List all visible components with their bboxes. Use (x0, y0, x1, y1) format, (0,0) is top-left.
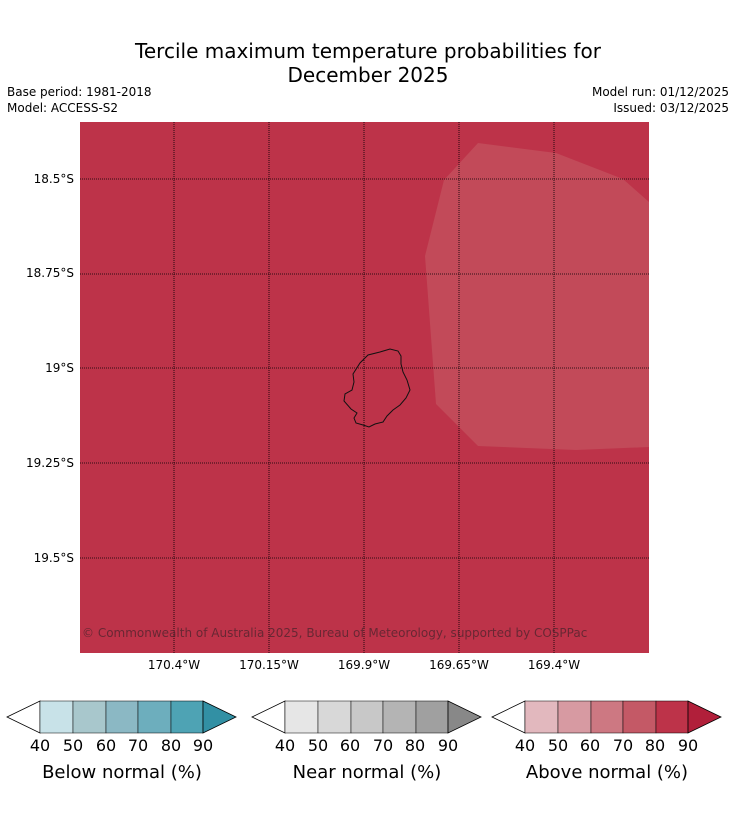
probability-patch (425, 143, 649, 450)
below-tick-90: 90 (192, 736, 214, 755)
near-tick-90: 90 (437, 736, 459, 755)
near-tick-80: 80 (404, 736, 426, 755)
map-title: Tercile maximum temperature probabilitie… (0, 39, 736, 87)
lat-label-4: 19.25°S (26, 456, 74, 470)
below-swatch-1 (39, 700, 74, 734)
near-tick-60: 60 (339, 736, 361, 755)
lat-label-5: 19.5°S (33, 551, 74, 565)
near-swatch-4 (382, 700, 417, 734)
above-swatch-5 (655, 700, 689, 734)
near-tick-50: 50 (307, 736, 329, 755)
map-svg (80, 122, 649, 653)
below-swatch-5 (170, 700, 204, 734)
colorbar-below-normal (6, 700, 238, 736)
lat-label-3: 19°S (45, 361, 74, 375)
near-tick-70: 70 (372, 736, 394, 755)
lat-label-2: 18.75°S (26, 266, 74, 280)
near-swatch-2 (317, 700, 352, 734)
above-swatch-4 (622, 700, 657, 734)
below-swatch-3 (105, 700, 139, 734)
below-tick-40: 40 (29, 736, 51, 755)
below-swatch-2 (72, 700, 107, 734)
island-coastline (343, 348, 411, 428)
near-normal-title: Near normal (%) (292, 762, 442, 783)
colorbar-above-normal (491, 700, 723, 736)
below-tick-80: 80 (160, 736, 182, 755)
map-panel (80, 122, 649, 653)
above-tick-60: 60 (579, 736, 601, 755)
near-tick-40: 40 (274, 736, 296, 755)
model-name: Model: ACCESS-S2 (7, 101, 119, 115)
title-line-1: Tercile maximum temperature probabilitie… (135, 39, 601, 63)
issued-date: Issued: 03/12/2025 (613, 101, 729, 115)
above-swatch-2 (557, 700, 592, 734)
near-swatch-1 (284, 700, 319, 734)
above-tick-90: 90 (677, 736, 699, 755)
near-swatch-5 (415, 700, 449, 734)
lon-label-2: 170.15°W (239, 658, 299, 672)
below-swatch-4 (137, 700, 172, 734)
lat-label-1: 18.5°S (33, 172, 74, 186)
meta-right: Model run: 01/12/2025 Issued: 03/12/2025 (592, 84, 729, 116)
title-line-2: December 2025 (287, 63, 449, 87)
grid-lines (80, 122, 649, 653)
above-tick-80: 80 (644, 736, 666, 755)
meta-left: Base period: 1981-2018 Model: ACCESS-S2 (7, 84, 152, 116)
colorbar-near-normal (251, 700, 483, 736)
model-run: Model run: 01/12/2025 (591, 85, 729, 99)
lon-label-1: 170.4°W (147, 658, 201, 672)
above-tick-50: 50 (547, 736, 569, 755)
below-tick-50: 50 (62, 736, 84, 755)
below-tick-60: 60 (95, 736, 117, 755)
above-extend-high (687, 700, 722, 734)
lon-label-3: 169.9°W (337, 658, 391, 672)
near-extend-low (251, 700, 286, 734)
above-extend-low (491, 700, 526, 734)
copyright-notice: © Commonwealth of Australia 2025, Bureau… (82, 626, 588, 640)
lon-label-5: 169.4°W (527, 658, 581, 672)
near-swatch-3 (350, 700, 384, 734)
above-tick-70: 70 (612, 736, 634, 755)
below-extend-high (202, 700, 237, 734)
above-tick-40: 40 (514, 736, 536, 755)
above-normal-title: Above normal (%) (525, 762, 689, 783)
above-swatch-3 (590, 700, 624, 734)
lon-label-4: 169.65°W (429, 658, 489, 672)
base-period: Base period: 1981-2018 (7, 85, 152, 99)
below-extend-low (6, 700, 41, 734)
below-tick-70: 70 (127, 736, 149, 755)
near-extend-high (447, 700, 482, 734)
below-normal-title: Below normal (%) (42, 762, 202, 783)
above-swatch-1 (524, 700, 559, 734)
